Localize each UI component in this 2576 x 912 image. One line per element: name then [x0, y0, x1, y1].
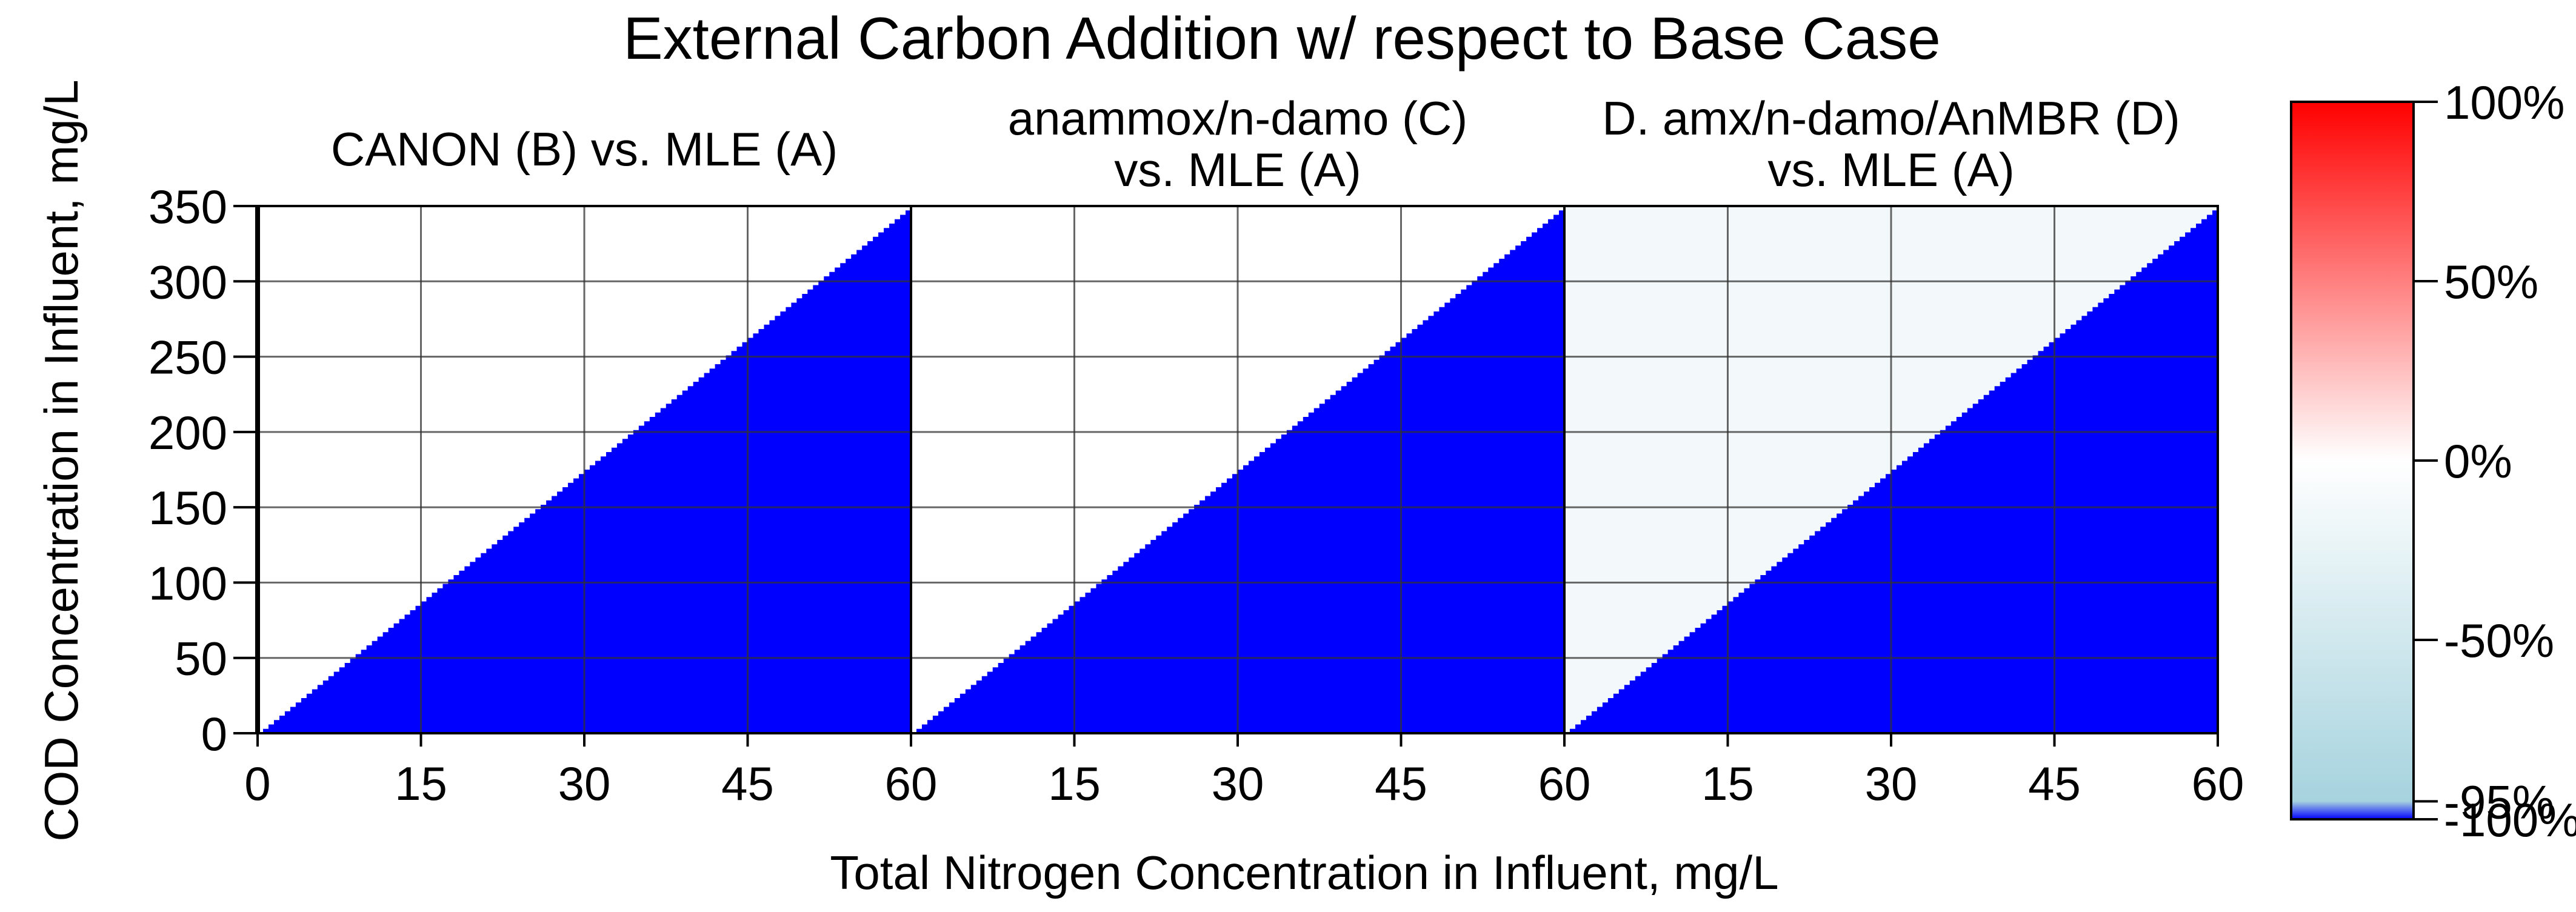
panel-1-title-line-1: CANON (B) vs. MLE (A) — [331, 122, 838, 176]
panel-2-title-line-1: anammox/n-damo (C) — [1008, 92, 1468, 145]
panel-3-xtick-label-3: 45 — [2028, 757, 2081, 810]
ytick-label-4: 200 — [148, 406, 227, 459]
panels-group: CANON (B) vs. MLE (A)anammox/n-damo (C)v… — [256, 92, 2219, 734]
panel-3-title-line-2: vs. MLE (A) — [1767, 143, 2014, 196]
panel-2-xtick-label-3: 45 — [1375, 757, 1427, 810]
panel-2-xtick-label-2: 30 — [1212, 757, 1264, 810]
ytick-label-0: 0 — [201, 707, 227, 761]
colorbar-tick-label-5: -100% — [2444, 793, 2576, 847]
panel-1-xtick-label-1: 15 — [395, 757, 447, 810]
ytick-label-3: 150 — [148, 481, 227, 534]
chart-title: External Carbon Addition w/ respect to B… — [623, 5, 1941, 72]
panel-2-title-line-2: vs. MLE (A) — [1114, 143, 1361, 196]
ytick-label-5: 250 — [148, 331, 227, 384]
panel-3: D. amx/n-damo/AnMBR (D)vs. MLE (A) — [1563, 92, 2219, 734]
panel-1-xtick-label-2: 30 — [558, 757, 611, 810]
panel-2-xtick-label-1: 15 — [1048, 757, 1101, 810]
panel-1-xtick-label-3: 45 — [721, 757, 774, 810]
ytick-label-1: 50 — [175, 632, 227, 685]
x-axis-label: Total Nitrogen Concentration in Influent… — [830, 846, 1778, 899]
panel-3-xtick-label-4: 60 — [2192, 757, 2244, 810]
colorbar-tick-label-3: -50% — [2444, 614, 2554, 667]
colorbar-tick-label-2: 0% — [2444, 434, 2512, 488]
panel-1-xtick-label-0: 0 — [244, 757, 270, 810]
panel-3-xtick-label-2: 30 — [1865, 757, 1918, 810]
ytick-label-6: 300 — [148, 255, 227, 308]
axes-group: 0 15 30 45 60 15 30 45 60 15 30 45 60 0 50 100 150 200 250… — [148, 180, 2244, 810]
y-axis-label: COD Concentration in Influent, mg/L — [35, 79, 88, 841]
colorbar-tick-label-1: 50% — [2444, 255, 2538, 308]
colorbar-group: 100% 50% 0% -50% -95%-100% — [2290, 76, 2576, 847]
panel-1-xtick-label-4: 60 — [885, 757, 938, 810]
panel-3-title-line-1: D. amx/n-damo/AnMBR (D) — [1602, 92, 2180, 145]
panel-1: CANON (B) vs. MLE (A) — [256, 122, 912, 734]
colorbar-tick-label-4: -95% — [2444, 775, 2554, 828]
colorbar-tick-label-0: 100% — [2444, 76, 2565, 129]
panel-3-xtick-label-1: 15 — [1701, 757, 1754, 810]
panel-2: anammox/n-damo (C)vs. MLE (A) — [910, 92, 1566, 734]
ytick-label-2: 100 — [148, 556, 227, 610]
ytick-label-7: 350 — [148, 180, 227, 233]
panel-2-xtick-label-4: 60 — [1538, 757, 1591, 810]
colorbar-bar — [2290, 101, 2415, 820]
